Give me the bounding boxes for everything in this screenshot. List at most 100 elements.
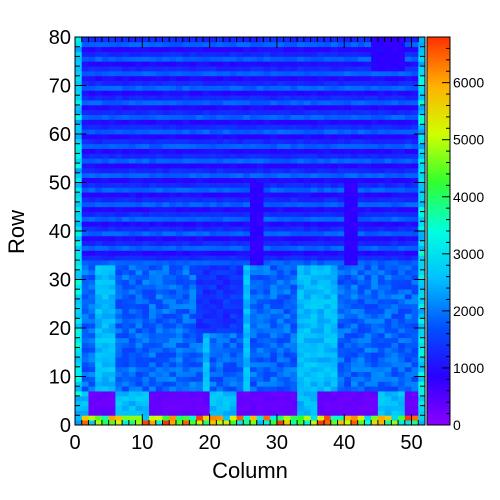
heatmap-cell (209, 211, 217, 217)
heatmap-cell (108, 400, 116, 406)
heatmap-cell (324, 274, 332, 280)
heatmap-cell (344, 342, 352, 348)
heatmap-cell (371, 410, 379, 416)
heatmap-cell (202, 104, 211, 111)
heatmap-cell (344, 95, 352, 101)
heatmap-cell (350, 381, 359, 387)
heatmap-cell (276, 153, 285, 159)
heatmap-cell (297, 158, 305, 164)
heatmap-cell (350, 405, 359, 411)
heatmap-cell (243, 56, 251, 62)
heatmap-cell (377, 400, 386, 406)
x-tick-label: 20 (198, 432, 220, 454)
heatmap-cell (122, 46, 130, 52)
heatmap-cell (81, 347, 89, 353)
heatmap-cell (263, 400, 271, 406)
heatmap-cell (418, 366, 426, 373)
heatmap-cell (418, 51, 426, 57)
heatmap-cell (149, 294, 157, 300)
heatmap-cell (377, 61, 386, 67)
heatmap-cell (411, 177, 419, 183)
heatmap-cell (202, 308, 211, 314)
heatmap-cell (290, 371, 298, 377)
heatmap-cell (330, 85, 338, 91)
heatmap-cell (290, 206, 298, 212)
heatmap-cell (88, 129, 96, 135)
heatmap-cell (115, 100, 123, 106)
heatmap-cell (196, 148, 204, 154)
heatmap-cell (95, 158, 103, 164)
heatmap-cell (81, 163, 89, 169)
heatmap-cell (371, 245, 379, 251)
heatmap-cell (283, 264, 291, 271)
heatmap-cell (290, 70, 298, 77)
heatmap-cell (169, 163, 177, 169)
heatmap-cell (243, 41, 251, 48)
heatmap-cell (236, 75, 244, 82)
heatmap-cell (236, 100, 244, 106)
heatmap-cell (337, 395, 345, 402)
heatmap-cell (135, 231, 143, 237)
heatmap-cell (236, 41, 244, 48)
heatmap-cell (350, 114, 359, 120)
heatmap-cell (297, 361, 305, 368)
heatmap-cell (324, 119, 332, 125)
heatmap-cell (364, 206, 372, 212)
heatmap-cell (330, 66, 338, 72)
heatmap-cell (135, 182, 143, 188)
heatmap-cell (189, 366, 197, 373)
heatmap-cell (243, 182, 251, 188)
heatmap-cell (250, 206, 258, 212)
y-tick-label: 60 (49, 124, 71, 146)
heatmap-cell (317, 143, 325, 149)
heatmap-cell (101, 61, 110, 67)
heatmap-cell (135, 172, 143, 179)
heatmap-cell (209, 221, 217, 227)
heatmap-cell (175, 85, 184, 91)
heatmap-cell (101, 308, 110, 314)
heatmap-cell (330, 51, 338, 57)
heatmap-cell (276, 70, 285, 77)
heatmap-cell (283, 134, 291, 140)
heatmap-cell (169, 46, 177, 52)
heatmap-cell (270, 163, 278, 169)
heatmap-cell (324, 226, 332, 232)
heatmap-cell (377, 158, 386, 164)
heatmap-cell (101, 95, 110, 101)
heatmap-cell (149, 386, 157, 392)
heatmap-cell (404, 337, 412, 343)
heatmap-cell (142, 100, 150, 106)
heatmap-cell (135, 216, 143, 222)
heatmap-cell (95, 361, 103, 368)
heatmap-cell (276, 395, 285, 402)
heatmap-cell (317, 342, 325, 348)
heatmap-cell (189, 153, 197, 159)
heatmap-cell (115, 158, 123, 164)
heatmap-cell (357, 56, 365, 62)
heatmap-cell (364, 221, 372, 227)
heatmap-cell (95, 245, 103, 251)
heatmap-cell (223, 255, 231, 261)
heatmap-cell (404, 269, 412, 276)
heatmap-cell (297, 352, 305, 358)
heatmap-cell (330, 37, 338, 43)
heatmap-cell (297, 332, 305, 339)
heatmap-cell (169, 41, 177, 48)
heatmap-cell (250, 197, 258, 203)
heatmap-cell (182, 391, 190, 397)
heatmap-cell (344, 284, 352, 290)
heatmap-cell (391, 371, 399, 377)
heatmap-cell (142, 405, 150, 411)
heatmap-cell (95, 347, 103, 353)
heatmap-cell (256, 405, 264, 411)
heatmap-cell (216, 143, 224, 149)
heatmap-cell (149, 284, 157, 290)
heatmap-cell (330, 323, 338, 329)
heatmap-cell (364, 381, 372, 387)
heatmap-cell (101, 376, 110, 382)
heatmap-cell (236, 318, 244, 324)
heatmap-cell (344, 298, 352, 305)
heatmap-cell (209, 371, 217, 377)
heatmap-cell (115, 400, 123, 406)
heatmap-cell (189, 400, 197, 406)
